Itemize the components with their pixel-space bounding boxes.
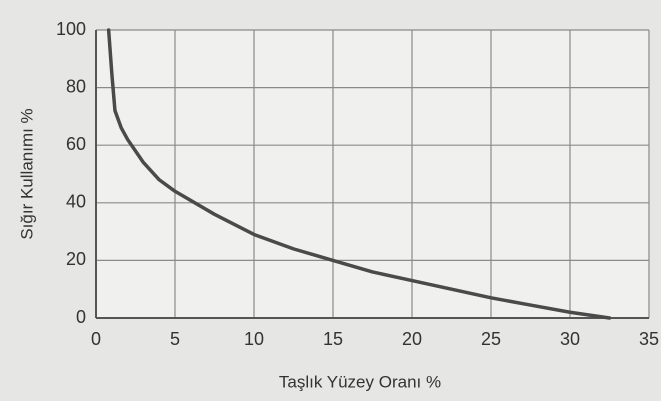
plot-area	[96, 30, 649, 318]
x-tick-label: 0	[91, 329, 101, 349]
y-tick-label: 80	[66, 76, 86, 96]
y-tick-label: 20	[66, 249, 86, 269]
x-tick-label: 20	[402, 329, 422, 349]
x-tick-label: 30	[560, 329, 580, 349]
y-tick-label: 100	[56, 19, 86, 39]
y-tick-label: 40	[66, 192, 86, 212]
x-tick-label: 15	[323, 329, 343, 349]
x-tick-label: 35	[639, 329, 659, 349]
y-tick-label: 0	[76, 307, 86, 327]
x-tick-label: 5	[170, 329, 180, 349]
x-tick-label: 10	[244, 329, 264, 349]
x-tick-label: 25	[481, 329, 501, 349]
x-axis-label: Taşlık Yüzey Oranı %	[279, 372, 441, 391]
y-axis-label: Sığır Kullanımı %	[17, 108, 36, 239]
line-series	[106, 28, 612, 320]
y-tick-label: 60	[66, 134, 86, 154]
